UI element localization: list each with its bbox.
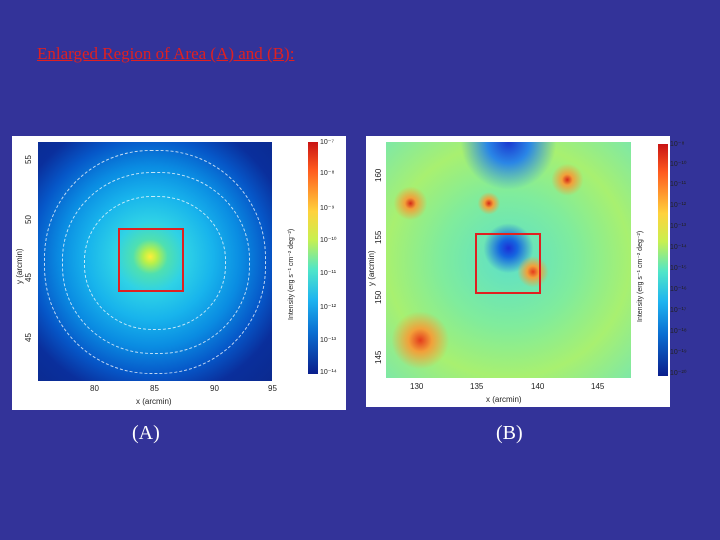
panel-a-colorbar-tick: 10⁻¹² <box>320 304 337 311</box>
panel-b-colorbar-tick: 10⁻¹⁹ <box>670 349 687 356</box>
panel-b-xtick: 140 <box>531 382 545 391</box>
panel-a-colorbar-tick: 10⁻⁷ <box>320 139 335 146</box>
panel-b-colorbar-tick: 10⁻¹⁴ <box>670 244 687 251</box>
panel-a-highlight-box <box>118 228 184 292</box>
panel-b-ylabel: y (arcmin) <box>367 250 376 286</box>
panel-b-xtick: 145 <box>591 382 605 391</box>
panel-a-colorbar-tick: 10⁻⁹ <box>320 205 335 212</box>
panel-b-intensity-map <box>386 142 631 378</box>
panel-b-colorbar-tick: 10⁻¹⁰ <box>670 161 687 168</box>
panel-b-colorbar-title: Intensity (erg s⁻¹ cm⁻² deg⁻²) <box>637 230 644 322</box>
panel-b-ytick: 145 <box>374 350 383 364</box>
panel-a-colorbar-tick: 10⁻⁸ <box>320 170 335 177</box>
slide-title: Enlarged Region of Area (A) and (B): <box>37 44 295 63</box>
panel-a-colorbar-tick: 10⁻¹⁰ <box>320 237 337 244</box>
caption-b: (B) <box>496 422 523 444</box>
panel-a-colorbar-tick: 10⁻¹³ <box>320 337 337 344</box>
panel-b-colorbar-tick: 10⁻¹⁵ <box>670 265 687 272</box>
panel-b-ytick: 155 <box>374 230 383 244</box>
panel-b-xtick: 130 <box>410 382 424 391</box>
panel-a-xlabel: x (arcmin) <box>136 397 172 406</box>
panel-a-intensity-map <box>38 142 272 381</box>
panel-b-colorbar-tick: 10⁻¹¹ <box>670 181 687 188</box>
panel-b-ytick: 150 <box>374 290 383 304</box>
panel-a-ytick: 55 <box>24 155 33 164</box>
panel-b-colorbar-tick: 10⁻¹⁸ <box>670 328 687 335</box>
panel-b-colorbar <box>658 144 668 376</box>
panel-a-colorbar-tick: 10⁻¹¹ <box>320 270 337 277</box>
panel-b-xlabel: x (arcmin) <box>486 395 522 404</box>
panel-b-colorbar-tick: 10⁻¹² <box>670 202 687 209</box>
panel-b-highlight-box <box>475 233 541 294</box>
panel-a-colorbar <box>308 142 318 374</box>
panel-a-colorbar-title: Intensity (erg s⁻¹ cm⁻² deg⁻²) <box>288 228 295 320</box>
panel-b-colorbar-tick: 10⁻¹⁶ <box>670 286 687 293</box>
panel-a-ytick: 50 <box>24 215 33 224</box>
panel-a-xtick: 85 <box>150 384 159 393</box>
panel-a-contour <box>84 196 226 330</box>
panel-b-colorbar-tick: 10⁻¹⁷ <box>670 307 687 314</box>
panel-a-ytick: 45 <box>24 273 33 282</box>
panel-a-colorbar-tick: 10⁻¹⁴ <box>320 369 337 376</box>
panel-a-figure: 55 50 45 45 y (arcmin) 80 85 90 95 x (ar… <box>12 136 346 410</box>
panel-a-ytick: 45 <box>24 333 33 342</box>
panel-b-colorbar-tick: 10⁻¹³ <box>670 223 687 230</box>
panel-b-ytick: 160 <box>374 168 383 182</box>
panel-a-contour <box>62 172 250 354</box>
panel-a-xtick: 95 <box>268 384 277 393</box>
panel-b-colorbar-tick: 10⁻⁸ <box>670 141 685 148</box>
panel-a-xtick: 80 <box>90 384 99 393</box>
panel-a-xtick: 90 <box>210 384 219 393</box>
panel-b-colorbar-tick: 10⁻²⁰ <box>670 370 687 377</box>
panel-b-figure: 160 155 150 145 y (arcmin) 130 135 140 1… <box>366 136 687 407</box>
caption-a: (A) <box>132 422 160 444</box>
panel-b-xtick: 135 <box>470 382 484 391</box>
panel-a-contour <box>44 150 266 374</box>
panel-a-ylabel: y (arcmin) <box>15 248 24 284</box>
